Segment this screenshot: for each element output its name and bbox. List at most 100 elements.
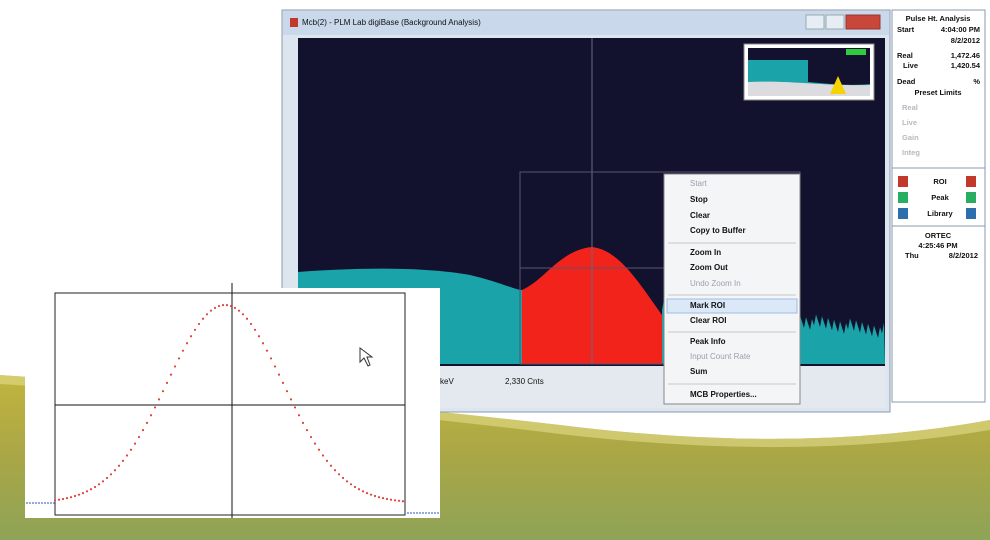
curve-dot <box>294 406 296 408</box>
button-icon[interactable] <box>966 192 976 203</box>
menu-item[interactable]: Clear <box>690 211 710 220</box>
curve-dot <box>238 310 240 312</box>
curve-dot <box>278 374 280 376</box>
button-icon[interactable] <box>966 208 976 219</box>
menu-frame <box>664 174 800 404</box>
status-unit: keV <box>440 377 454 386</box>
curve-dot <box>102 480 104 482</box>
page: Mcb(2) - PLM Lab digiBase (Background An… <box>0 0 990 540</box>
curve-dot <box>158 398 160 400</box>
menu-item[interactable]: Stop <box>690 195 708 204</box>
curve-dot <box>190 335 192 337</box>
panel-heading: Pulse Ht. Analysis <box>906 14 971 23</box>
menu-item[interactable]: MCB Properties... <box>690 390 757 399</box>
baseline-dot <box>437 512 439 514</box>
button-label[interactable]: Library <box>927 209 953 218</box>
curve-dot <box>186 342 188 344</box>
baseline-dot <box>416 512 418 514</box>
curve-dot <box>394 499 396 501</box>
curve-dot <box>246 318 248 320</box>
menu-item: Undo Zoom In <box>690 279 741 288</box>
maximize-button[interactable] <box>826 15 844 29</box>
curve-dot <box>70 496 72 498</box>
baseline-dot <box>404 512 406 514</box>
curve-dot <box>162 390 164 392</box>
minimize-button[interactable] <box>806 15 824 29</box>
curve-dot <box>346 480 348 482</box>
curve-dot <box>250 323 252 325</box>
curve-dot <box>78 494 80 496</box>
preset-label: Gain <box>902 133 919 142</box>
baseline-dot <box>428 512 430 514</box>
curve-dot <box>222 304 224 306</box>
curve-dot <box>210 310 212 312</box>
curve-dot <box>86 490 88 492</box>
curve-dot <box>178 357 180 359</box>
button-label[interactable]: Peak <box>931 193 949 202</box>
baseline-dot <box>410 512 412 514</box>
button-icon[interactable] <box>898 176 908 187</box>
curve-dot <box>66 497 68 499</box>
menu-item[interactable]: Mark ROI <box>690 301 725 310</box>
curve-dot <box>354 486 356 488</box>
start-label: Start <box>897 25 915 34</box>
button-label[interactable]: ROI <box>933 177 946 186</box>
curve-dot <box>390 499 392 501</box>
curve-dot <box>230 305 232 307</box>
baseline-dot <box>407 512 409 514</box>
baseline-dot <box>35 502 37 504</box>
menu-item[interactable]: Zoom Out <box>690 263 728 272</box>
menu-item: Start <box>690 179 708 188</box>
clock-day: Thu <box>905 251 919 260</box>
curve-dot <box>58 499 60 501</box>
baseline-dot <box>431 512 433 514</box>
curve-dot <box>258 335 260 337</box>
curve-dot <box>318 449 320 451</box>
button-icon[interactable] <box>898 208 908 219</box>
baseline-dot <box>38 502 40 504</box>
baseline-dot <box>50 502 52 504</box>
curve-dot <box>374 495 376 497</box>
curve-dot <box>362 490 364 492</box>
button-icon[interactable] <box>966 176 976 187</box>
start-time: 4:04:00 PM <box>941 25 980 34</box>
curve-dot <box>282 382 284 384</box>
curve-dot <box>138 436 140 438</box>
menu-item[interactable]: Peak Info <box>690 337 726 346</box>
baseline-dot <box>53 502 55 504</box>
curve-dot <box>386 498 388 500</box>
menu-item[interactable]: Copy to Buffer <box>690 226 746 235</box>
curve-dot <box>98 483 100 485</box>
menu-item[interactable]: Clear ROI <box>690 316 726 325</box>
status-counts: 2,330 Cnts <box>505 377 544 386</box>
dead-unit: % <box>973 77 980 86</box>
curve-dot <box>402 500 404 502</box>
curve-dot <box>274 365 276 367</box>
context-menu: Start Stop Clear Copy to Buffer Zoom In Zoom … <box>664 174 800 404</box>
curve-dot <box>94 486 96 488</box>
button-icon[interactable] <box>898 192 908 203</box>
menu-item[interactable]: Sum <box>690 367 707 376</box>
curve-dot <box>206 313 208 315</box>
baseline-dot <box>29 502 31 504</box>
clock-time: 4:25:46 PM <box>918 241 957 250</box>
curve-dot <box>226 304 228 306</box>
baseline-dot <box>422 512 424 514</box>
curve-dot <box>306 429 308 431</box>
curve-dot <box>126 454 128 456</box>
real-label: Real <box>897 51 913 60</box>
curve-dot <box>62 498 64 500</box>
baseline-dot <box>26 502 28 504</box>
curve-dot <box>166 382 168 384</box>
menu-item: Input Count Rate <box>690 352 751 361</box>
close-button[interactable] <box>846 15 880 29</box>
curve-dot <box>314 442 316 444</box>
curve-dot <box>342 477 344 479</box>
curve-dot <box>398 500 400 502</box>
menu-item[interactable]: Zoom In <box>690 248 721 257</box>
overview-indicator <box>846 49 866 55</box>
curve-dot <box>262 342 264 344</box>
curve-dot <box>114 469 116 471</box>
app-icon <box>290 18 298 27</box>
curve-dot <box>174 365 176 367</box>
